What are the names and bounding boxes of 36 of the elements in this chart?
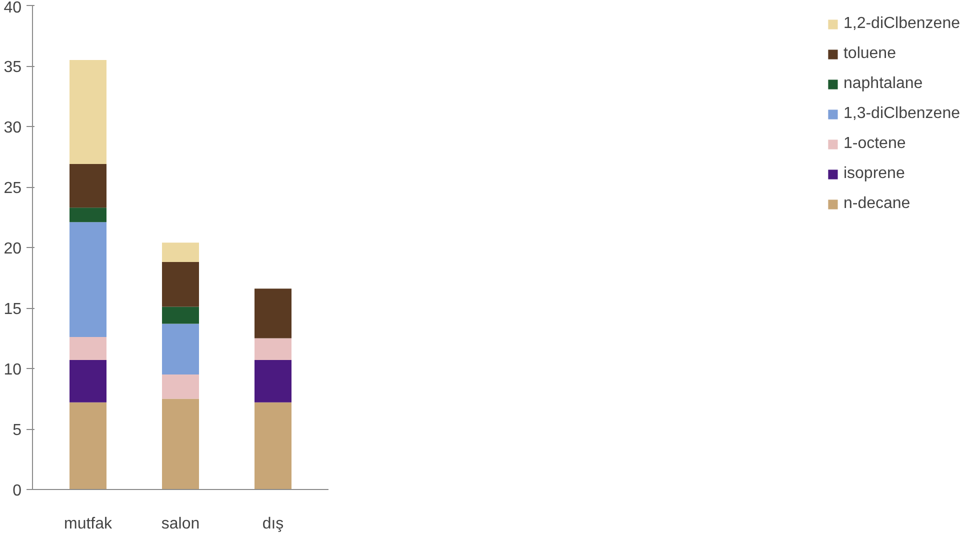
bar xyxy=(70,164,106,208)
y-tick-label: 30 xyxy=(4,120,22,136)
bar xyxy=(162,324,199,375)
bar xyxy=(70,360,106,402)
y-tick-label: 5 xyxy=(12,422,22,439)
bar xyxy=(162,262,199,307)
bar xyxy=(254,338,292,360)
y-tick-label: 25 xyxy=(4,180,22,197)
legend-label: 1,2-diClbenzene xyxy=(843,15,960,33)
x-tick-label: dış xyxy=(262,516,284,532)
legend-label: 1,3-diClbenzene xyxy=(843,105,960,123)
bar xyxy=(70,402,106,490)
legend-label: naphtalane xyxy=(843,75,923,93)
y-tick-label: 10 xyxy=(4,362,22,378)
x-tick-label: mutfak xyxy=(64,516,114,532)
bar xyxy=(162,306,199,324)
bar xyxy=(70,208,106,222)
y-tick-label: 35 xyxy=(4,59,22,76)
bar xyxy=(254,288,292,338)
bar xyxy=(70,60,106,164)
bar xyxy=(162,398,199,490)
y-tick-label: 0 xyxy=(12,482,22,500)
legend-label: n-decane xyxy=(843,195,910,213)
y-tick-label: 40 xyxy=(4,0,22,16)
y-tick-label: 20 xyxy=(4,240,22,258)
legend-label: 1-octene xyxy=(843,135,906,153)
bar xyxy=(70,222,106,338)
y-tick-label: 15 xyxy=(4,301,22,318)
legend-label: toluene xyxy=(843,45,896,63)
bar xyxy=(162,242,199,262)
x-tick-label: salon xyxy=(161,516,200,532)
bar xyxy=(162,374,199,399)
bar xyxy=(254,402,292,490)
legend-label: isoprene xyxy=(843,165,905,183)
bar xyxy=(70,337,106,360)
bar xyxy=(254,360,292,402)
